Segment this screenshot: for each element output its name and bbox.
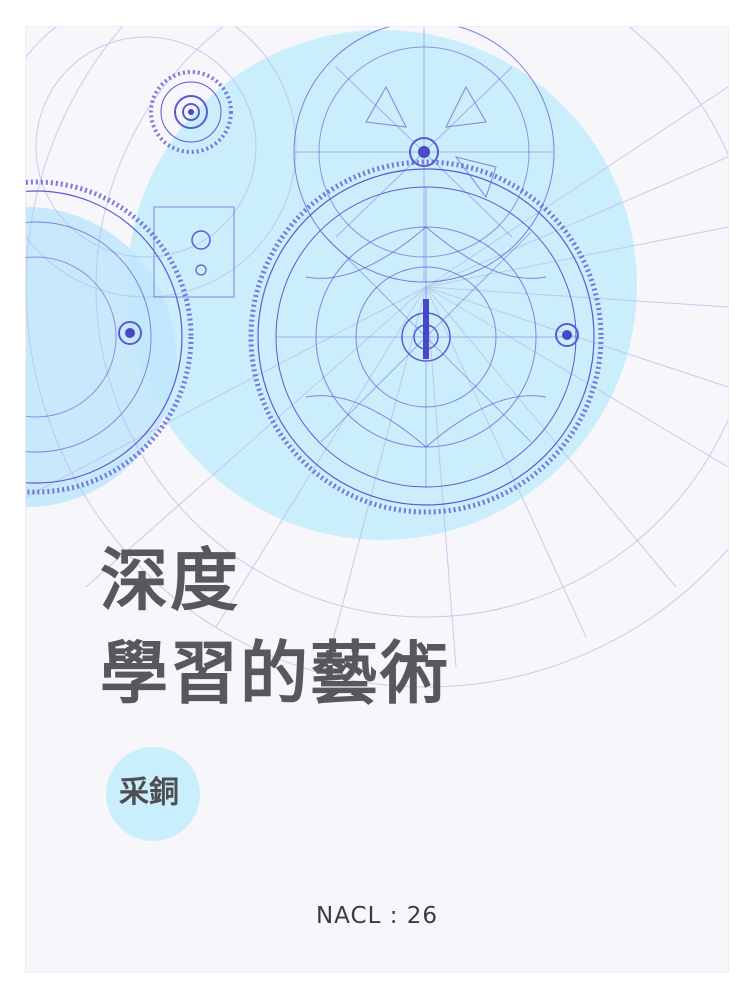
hub-right [555,323,579,347]
gear-main [248,159,604,515]
author-badge [106,747,200,841]
book-title-line-1: 深度 [100,541,241,621]
book-title-line-2: 學習的藝術 [100,634,451,714]
gear-top [293,27,555,283]
clockwork-gears-illustration [26,27,728,688]
edition-label: NACL : 26 [315,903,439,929]
background-radial-lines [26,27,728,688]
blue-disc-left [26,207,176,507]
author-name: 采銅 [119,775,179,810]
book-cover: 深度 學習的藝術 采銅 NACL : 26 [26,27,728,972]
blue-disc-large [127,30,637,540]
gear-small [149,70,235,298]
gear-left [26,179,194,495]
